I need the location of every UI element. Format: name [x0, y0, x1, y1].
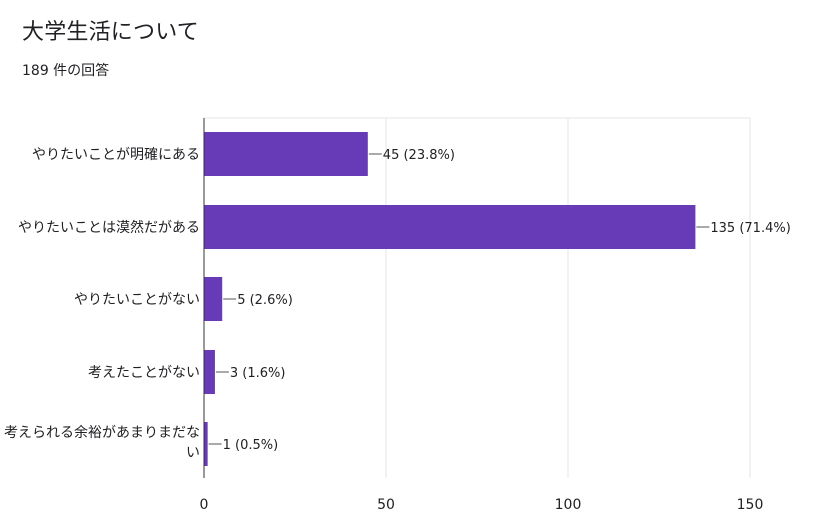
category-label: 考えられる余裕があまりまだない: [4, 424, 200, 461]
bars: [204, 132, 696, 466]
category-label: 考えたことがない: [88, 365, 200, 381]
category-label: やりたいことは漠然だがある: [18, 219, 200, 236]
chart-title: 大学生活について: [22, 20, 199, 45]
value-label: 135 (71.4%): [710, 221, 790, 236]
value-label: 45 (23.8%): [383, 148, 455, 163]
response-count: 189 件の回答: [22, 63, 110, 79]
bar[interactable]: [204, 277, 223, 321]
x-axis-ticks: 0 50 100 150: [200, 497, 764, 513]
x-tick-label: 0: [200, 497, 209, 513]
value-label: 1 (0.5%): [223, 438, 279, 453]
value-labels: 45 (23.8%) 135 (71.4%) 5 (2.6%) 3 (1.6%) 1 (…: [208, 148, 791, 453]
bar[interactable]: [204, 205, 696, 249]
x-tick-label: 150: [737, 497, 764, 513]
bar[interactable]: [204, 422, 208, 466]
category-label: やりたいことがない: [74, 292, 200, 308]
x-tick-label: 50: [377, 497, 395, 513]
category-labels: やりたいことが明確にあるやりたいことは漠然だがあるやりたいことがない考えたことが…: [4, 147, 200, 461]
value-label: 3 (1.6%): [230, 366, 286, 381]
bar[interactable]: [204, 132, 368, 176]
x-tick-label: 100: [555, 497, 582, 513]
value-label: 5 (2.6%): [237, 293, 293, 308]
category-label: やりたいことが明確にある: [32, 147, 200, 163]
bar[interactable]: [204, 350, 215, 394]
grid-lines: [204, 117, 751, 478]
